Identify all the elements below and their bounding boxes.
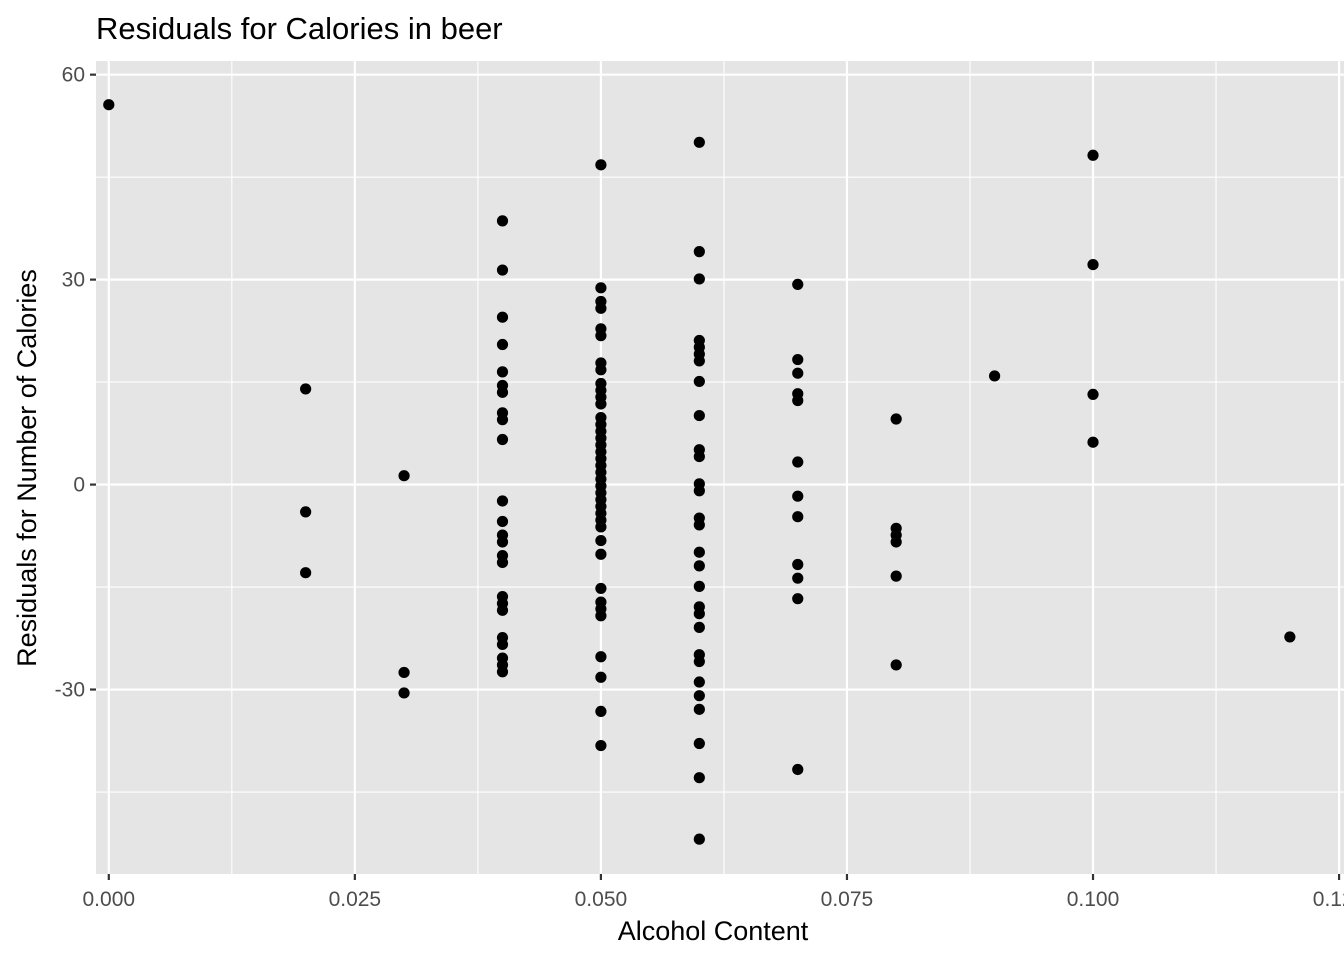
data-point	[1284, 631, 1296, 643]
data-point	[496, 604, 509, 616]
data-point	[595, 398, 607, 410]
data-point	[595, 535, 607, 547]
data-point	[300, 567, 312, 579]
data-point	[693, 273, 705, 285]
data-point	[496, 638, 509, 651]
data-point	[792, 593, 804, 605]
data-point	[496, 495, 509, 507]
minor-gridlines	[96, 61, 1344, 874]
plot-panel	[96, 61, 1344, 874]
y-tick-label: 60	[62, 64, 85, 87]
major-gridlines	[96, 61, 1344, 874]
y-tick-label: 0	[73, 474, 85, 497]
data-point	[496, 386, 509, 398]
data-point	[792, 278, 804, 291]
data-point	[398, 470, 410, 482]
data-point	[693, 485, 705, 497]
data-point	[693, 655, 705, 668]
data-point	[792, 558, 804, 571]
data-point	[792, 456, 804, 468]
x-tick-label: 0.050	[575, 888, 628, 911]
data-point	[595, 705, 607, 718]
y-tick-label: 30	[62, 269, 85, 292]
data-point	[496, 215, 509, 227]
data-point	[103, 99, 115, 111]
data-point	[693, 676, 705, 688]
data-point	[792, 511, 804, 523]
data-point	[792, 353, 804, 366]
x-tick-label: 0.075	[821, 888, 874, 911]
data-point	[496, 433, 509, 446]
data-point	[496, 666, 509, 678]
data-point	[595, 159, 607, 171]
data-point	[595, 582, 607, 595]
data-point	[496, 366, 509, 378]
x-tick-label: 0.125	[1313, 888, 1344, 911]
data-point	[693, 519, 705, 531]
data-point	[595, 739, 607, 752]
data-point	[496, 556, 509, 569]
data-point	[595, 302, 607, 314]
data-point	[595, 282, 607, 294]
data-point	[496, 536, 509, 548]
data-point	[693, 136, 705, 148]
x-tick-label: 0.025	[329, 888, 382, 911]
data-point	[1087, 149, 1099, 161]
data-point	[496, 264, 509, 276]
data-point	[988, 370, 1001, 382]
data-point	[693, 560, 705, 572]
data-point	[693, 772, 705, 784]
data-point	[693, 355, 705, 367]
data-point	[693, 246, 705, 258]
y-axis-label: Residuals for Number of Calories	[12, 269, 42, 667]
data-point	[300, 506, 312, 518]
data-point	[792, 394, 804, 407]
x-tick-label: 0.100	[1067, 888, 1120, 911]
x-axis-label: Alcohol Content	[618, 916, 809, 946]
chart-title: Residuals for Calories in beer	[96, 11, 503, 46]
x-axis: 0.000 0.025 0.050 0.075 0.100 0.125	[83, 874, 1344, 911]
data-point	[398, 666, 410, 679]
data-points	[103, 99, 1296, 845]
data-point	[398, 687, 410, 699]
data-point	[595, 364, 607, 376]
data-point	[595, 610, 607, 622]
data-point	[300, 383, 312, 395]
data-point	[693, 409, 705, 422]
data-point	[496, 338, 509, 351]
data-point	[693, 375, 705, 388]
y-tick-label: -30	[55, 679, 85, 702]
data-point	[890, 536, 902, 548]
data-point	[496, 515, 509, 528]
data-point	[595, 651, 607, 663]
data-point	[595, 671, 607, 683]
data-point	[1087, 388, 1099, 400]
data-point	[1087, 258, 1099, 271]
data-point	[693, 580, 705, 592]
data-point	[693, 450, 705, 463]
data-point	[792, 763, 804, 776]
data-point	[595, 330, 607, 342]
data-point	[595, 548, 607, 560]
data-point	[1087, 436, 1099, 448]
data-point	[792, 367, 804, 379]
data-point	[496, 311, 509, 323]
data-point	[496, 414, 509, 426]
data-point	[792, 490, 804, 502]
data-point	[890, 570, 902, 582]
data-point	[693, 703, 705, 715]
x-tick-label: 0.000	[83, 888, 136, 911]
data-point	[792, 572, 804, 584]
data-point	[693, 690, 705, 702]
data-point	[693, 546, 705, 558]
data-point	[693, 737, 705, 750]
data-point	[693, 621, 705, 633]
data-point	[890, 659, 902, 671]
data-point	[890, 413, 902, 425]
data-point	[693, 833, 705, 845]
data-point	[693, 608, 705, 620]
y-axis: -30 0 30 60	[55, 64, 96, 702]
data-point	[595, 521, 607, 533]
